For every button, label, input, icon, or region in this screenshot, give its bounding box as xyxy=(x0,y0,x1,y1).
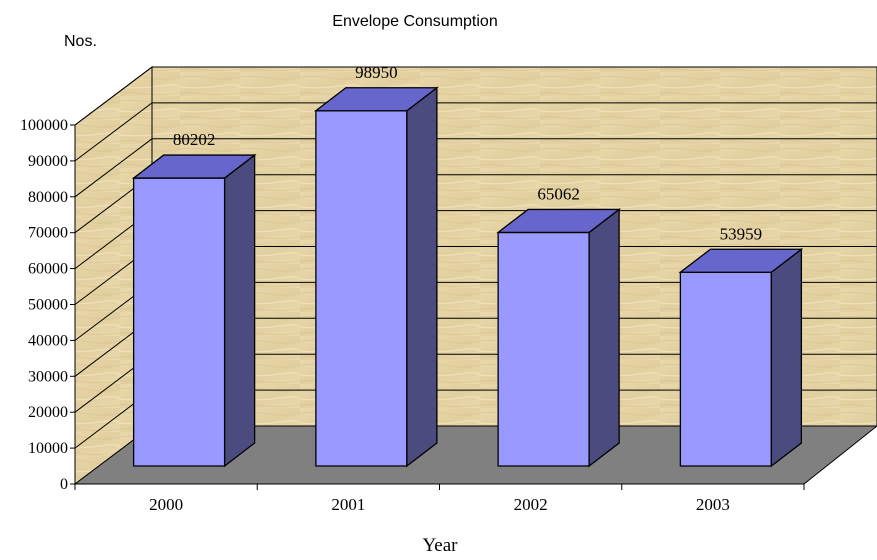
chart-title: Envelope Consumption xyxy=(332,13,497,30)
x-axis-title: Year xyxy=(422,535,458,556)
bar: 53959 xyxy=(678,224,804,468)
bar-front xyxy=(132,177,226,467)
bar: 65062 xyxy=(496,184,622,468)
x-tick-label: 2002 xyxy=(514,495,548,514)
x-tick-label: 2001 xyxy=(331,495,365,514)
bar-top xyxy=(678,248,804,273)
gridline xyxy=(74,102,877,162)
y-tick-label: 0 xyxy=(60,476,68,493)
y-tick-label: 90000 xyxy=(28,153,68,170)
y-tick-label: 50000 xyxy=(28,297,68,314)
bar-front xyxy=(679,271,773,467)
y-tick-label: 40000 xyxy=(28,332,68,349)
bar-side xyxy=(588,208,620,468)
data-label: 65062 xyxy=(537,184,580,203)
bars: 80202 98950 65062 53959 xyxy=(131,63,804,468)
bar: 98950 xyxy=(313,63,439,468)
bar-top xyxy=(313,87,439,112)
data-label: 53959 xyxy=(720,224,763,243)
bar-side xyxy=(770,247,803,468)
bar-top xyxy=(131,154,257,179)
bar-side xyxy=(406,86,438,468)
data-label: 98950 xyxy=(355,63,398,82)
y-tick-label: 20000 xyxy=(28,404,68,421)
x-axis: 2000 2001 2002 2003 xyxy=(74,483,805,514)
gridline xyxy=(74,138,877,198)
x-tick-label: 2003 xyxy=(696,495,730,514)
bar-front xyxy=(497,231,590,467)
bar: 80202 xyxy=(131,130,257,468)
y-axis-title: Nos. xyxy=(64,33,97,50)
y-tick-label: 30000 xyxy=(28,368,68,385)
y-tick-label: 80000 xyxy=(28,189,68,206)
bar-top xyxy=(496,208,622,234)
y-tick-label: 70000 xyxy=(28,225,68,242)
y-tick-label: 100000 xyxy=(20,117,68,134)
gridline xyxy=(74,66,877,126)
x-tick-label: 2000 xyxy=(149,495,183,514)
bar-front xyxy=(315,110,408,467)
y-tick-label: 10000 xyxy=(28,440,68,457)
y-axis: 0 10000 20000 30000 40000 50000 60000 70000 8000… xyxy=(20,117,76,493)
bar-side xyxy=(223,153,256,468)
data-label: 80202 xyxy=(173,130,216,149)
y-tick-label: 60000 xyxy=(28,261,68,278)
